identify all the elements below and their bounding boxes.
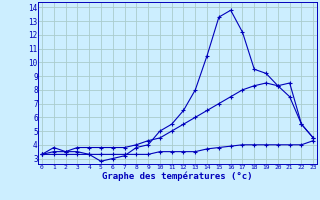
X-axis label: Graphe des températures (°c): Graphe des températures (°c) — [102, 171, 253, 181]
